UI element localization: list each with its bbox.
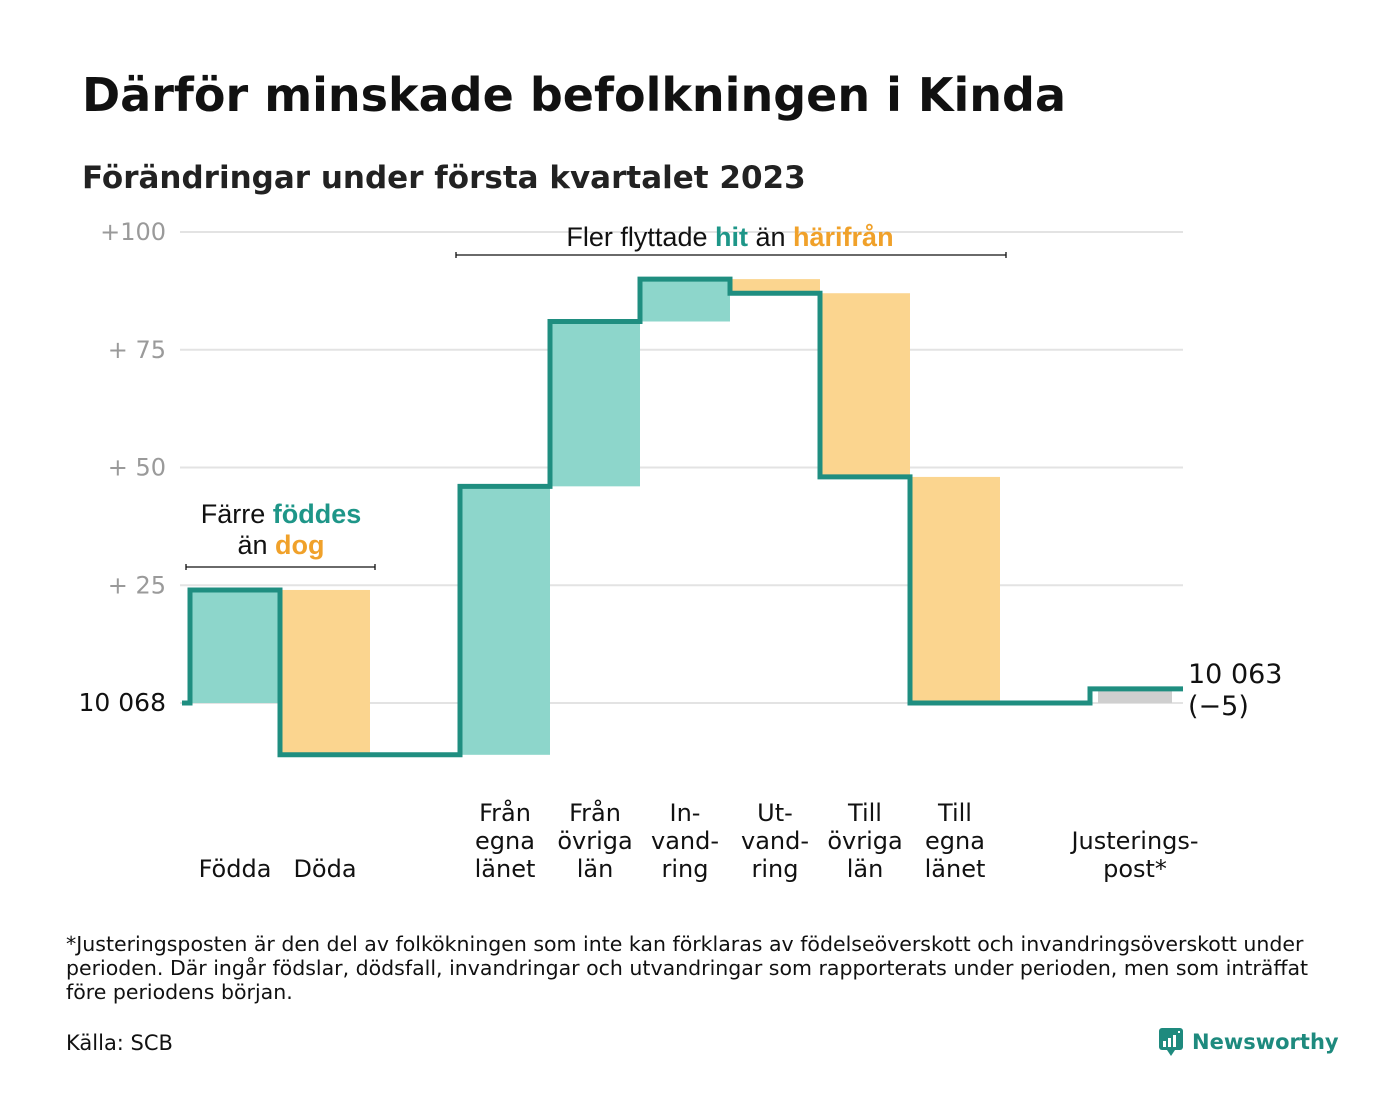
x-category-label: Till xyxy=(847,799,882,827)
footnote: *Justeringsposten är den del av folkökni… xyxy=(66,932,1309,1004)
annotation-segment: dog xyxy=(275,530,324,560)
y-tick-label: + 50 xyxy=(108,454,166,482)
end-value-label: 10 063 xyxy=(1188,659,1282,690)
x-category-label: Från xyxy=(479,798,531,827)
chart-title: Därför minskade befolkningen i Kinda xyxy=(82,68,1066,122)
x-category-label: Justerings- xyxy=(1069,827,1198,855)
x-category-label: Döda xyxy=(293,855,356,883)
bar xyxy=(190,589,280,703)
bars xyxy=(190,279,1172,755)
chart-subtitle: Förändringar under första kvartalet 2023 xyxy=(82,160,806,196)
annotation-births-line: Färre föddes xyxy=(201,499,362,529)
x-category-label: ring xyxy=(752,855,799,883)
y-tick-label: 10 068 xyxy=(79,688,166,717)
x-category-label: länet xyxy=(925,855,986,883)
bar xyxy=(820,293,910,477)
annotation-migration-line: Fler flyttade hit än härifrån xyxy=(566,222,893,252)
x-category-label: In- xyxy=(670,799,701,827)
x-category-label: Till xyxy=(937,799,972,827)
end-change-label: (−5) xyxy=(1188,691,1249,722)
x-category-label: Från xyxy=(569,798,621,827)
y-tick-label: + 75 xyxy=(108,336,166,364)
x-category-label: vand- xyxy=(651,827,719,855)
bar xyxy=(550,321,640,487)
logo-text: Newsworthy xyxy=(1192,1030,1339,1054)
step-line xyxy=(182,276,1183,758)
x-category-label: egna xyxy=(475,827,535,855)
y-tick-label: +100 xyxy=(100,218,166,246)
x-category-label: Födda xyxy=(199,855,272,883)
x-category-label: övriga xyxy=(557,827,632,855)
annotation-segment: härifrån xyxy=(793,222,894,252)
step-path xyxy=(182,276,1183,758)
annotation-segment: föddes xyxy=(273,499,362,529)
annotation-segment: Fler flyttade xyxy=(566,222,715,252)
annotation-births-line: än dog xyxy=(237,530,324,560)
x-category-label: län xyxy=(577,855,614,883)
annotation-segment: hit xyxy=(715,222,748,252)
annotation-segment: Färre xyxy=(201,499,273,529)
bar xyxy=(640,279,730,322)
bar xyxy=(460,486,550,755)
y-tick-label: + 25 xyxy=(108,571,166,599)
source-label: Källa: SCB xyxy=(66,1031,173,1055)
x-category-label: post* xyxy=(1103,855,1167,883)
x-category-label: län xyxy=(847,855,884,883)
bar xyxy=(730,279,820,294)
x-category-label: länet xyxy=(475,855,536,883)
annotation-segment: än xyxy=(748,222,793,252)
bar xyxy=(1098,688,1172,703)
bar xyxy=(910,476,1000,703)
bar xyxy=(280,589,370,755)
newsworthy-logo[interactable]: Newsworthy xyxy=(1158,1027,1339,1057)
x-category-label: egna xyxy=(925,827,985,855)
x-category-label: övriga xyxy=(827,827,902,855)
x-category-label: ring xyxy=(662,855,709,883)
x-category-label: Ut- xyxy=(757,799,793,827)
annotation-segment: än xyxy=(237,530,275,560)
newsworthy-chart-icon xyxy=(1159,1028,1183,1056)
x-category-label: vand- xyxy=(741,827,809,855)
